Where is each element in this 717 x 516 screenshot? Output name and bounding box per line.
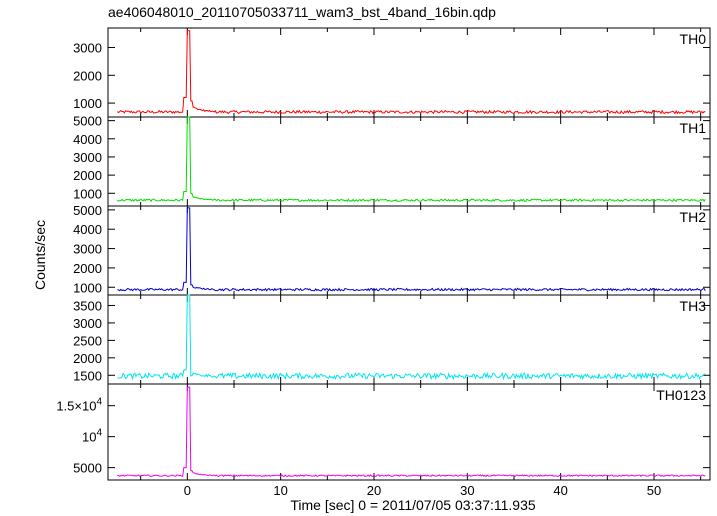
series-line-th0123 bbox=[117, 386, 706, 478]
panel-th2: 1000 2000 3000 4000 5000 TH2 bbox=[73, 203, 711, 296]
series-line-th2 bbox=[117, 207, 706, 292]
x-tick-label: 30 bbox=[460, 483, 474, 498]
x-tick-label: 0 bbox=[184, 483, 191, 498]
y-axis-label: Counts/sec bbox=[32, 220, 48, 290]
panel-th3: 1500 2000 2500 3000 3500 TH3 bbox=[73, 294, 711, 385]
y-tick-label: 2000 bbox=[73, 261, 102, 276]
x-tick-label: 10 bbox=[273, 483, 287, 498]
y-tick-label: 2000 bbox=[73, 168, 102, 183]
panel-frame bbox=[107, 383, 711, 481]
series-line-th3 bbox=[117, 294, 706, 381]
panel-label: TH0 bbox=[680, 31, 707, 47]
panel-label: TH3 bbox=[680, 298, 707, 314]
panel-frame bbox=[107, 205, 711, 296]
y-tick-label: 104 bbox=[82, 428, 102, 445]
y-tick-label: 2000 bbox=[73, 351, 102, 366]
series-line-th1 bbox=[116, 116, 706, 203]
x-tick-label: 40 bbox=[553, 483, 567, 498]
series-line-th0 bbox=[117, 30, 706, 115]
panel-label: TH1 bbox=[680, 120, 707, 136]
panel-th0123: 5000 104 1.5×104 TH0123 0 10 20 30 40 50 bbox=[56, 383, 711, 498]
y-tick-label: 2000 bbox=[73, 68, 102, 83]
y-tick-label: 1000 bbox=[73, 96, 102, 111]
x-tick-label: 50 bbox=[647, 483, 661, 498]
y-tick-label: 3000 bbox=[73, 40, 102, 55]
panel-frame bbox=[107, 116, 711, 207]
panel-th1: 1000 2000 3000 4000 5000 TH1 bbox=[73, 114, 711, 207]
x-axis-label: Time [sec] 0 = 2011/07/05 03:37:11.935 bbox=[290, 497, 536, 513]
y-tick-label: 4000 bbox=[73, 222, 102, 237]
y-tick-label: 3000 bbox=[73, 242, 102, 257]
y-tick-label: 1500 bbox=[73, 368, 102, 383]
y-tick-label: 5000 bbox=[73, 114, 102, 129]
y-tick-label: 2500 bbox=[73, 333, 102, 348]
panel-label: TH0123 bbox=[656, 387, 706, 403]
y-tick-label: 1000 bbox=[73, 186, 102, 201]
panel-frame bbox=[107, 27, 711, 118]
y-tick-label: 5000 bbox=[73, 203, 102, 218]
y-tick-label: 5000 bbox=[73, 461, 102, 476]
y-tick-label: 1000 bbox=[73, 280, 102, 295]
panel-label: TH2 bbox=[680, 209, 707, 225]
panel-th0: 1000 2000 3000 TH0 bbox=[73, 27, 711, 118]
y-tick-label: 3500 bbox=[73, 298, 102, 313]
y-tick-label: 3000 bbox=[73, 150, 102, 165]
y-tick-label: 3000 bbox=[73, 316, 102, 331]
panel-frame bbox=[107, 294, 711, 385]
x-tick-label: 20 bbox=[367, 483, 381, 498]
chart-title: ae406048010_20110705033711_wam3_bst_4ban… bbox=[108, 4, 496, 20]
y-tick-label: 1.5×104 bbox=[56, 397, 102, 414]
y-tick-label: 4000 bbox=[73, 132, 102, 147]
